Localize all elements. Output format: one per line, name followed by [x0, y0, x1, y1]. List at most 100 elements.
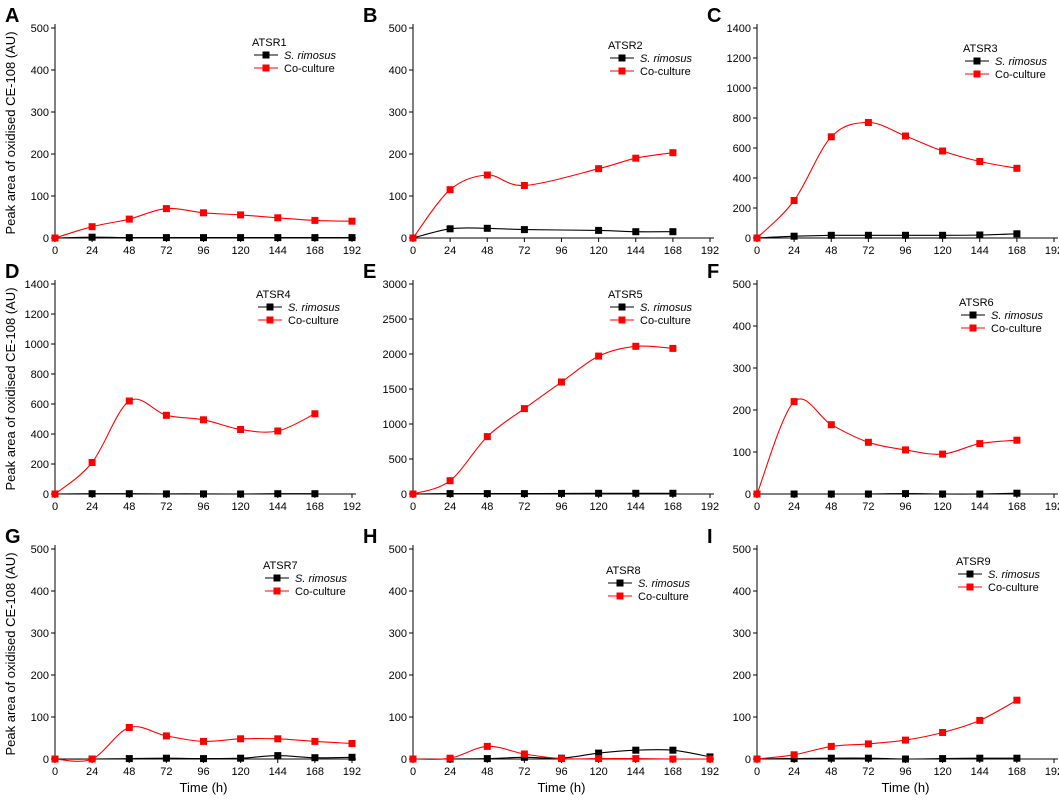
y-axis-title: Peak area of oxidised CE-108 (AU): [3, 552, 18, 755]
data-point-s-rimosus: [446, 225, 454, 233]
y-tick-label: 3000: [383, 279, 407, 291]
y-tick-label: 2500: [383, 314, 407, 326]
x-tick-label: 0: [754, 501, 760, 513]
x-tick-label: 48: [825, 501, 837, 513]
x-tick-label: 192: [343, 501, 361, 513]
panel-letter: I: [707, 526, 713, 548]
x-tick-label: 96: [899, 766, 911, 778]
y-tick-label: 500: [733, 279, 751, 291]
x-tick-label: 144: [269, 766, 287, 778]
legend-marker: [969, 311, 977, 319]
data-point-co-culture: [51, 234, 59, 242]
data-point-co-culture: [1013, 696, 1021, 704]
chart-panel-d: D 0 200 400 600 800 1000 1200 1400 0 24 48 72 96 120 14…: [5, 261, 361, 513]
x-tick-label: 0: [410, 245, 416, 257]
x-tick-label: 0: [410, 501, 416, 513]
data-point-s-rimosus: [976, 490, 984, 498]
y-tick-label: 100: [733, 712, 751, 724]
data-point-co-culture: [827, 742, 835, 750]
x-tick-label: 72: [862, 766, 874, 778]
data-point-co-culture: [1013, 436, 1021, 444]
data-point-co-culture: [753, 755, 761, 763]
data-point-co-culture: [595, 165, 603, 173]
series-line-co-culture: [412, 152, 673, 239]
x-tick-label: 48: [123, 766, 135, 778]
data-point-co-culture: [409, 234, 417, 242]
x-tick-label: 168: [664, 501, 682, 513]
legend-entry-s-rimosus: S. rimosus: [265, 573, 347, 585]
legend-title: ATSR8: [606, 565, 641, 577]
data-point-s-rimosus: [125, 234, 133, 242]
y-tick-label: 600: [31, 399, 49, 411]
legend-title: ATSR2: [608, 40, 643, 52]
data-point-s-rimosus: [200, 490, 207, 498]
data-point-s-rimosus: [162, 234, 170, 242]
x-tick-label: 72: [160, 501, 172, 513]
x-tick-label: 48: [825, 766, 837, 778]
data-point-co-culture: [348, 217, 356, 225]
data-point-s-rimosus: [311, 234, 319, 242]
y-tick-label: 600: [733, 143, 751, 155]
series-line-co-culture: [756, 699, 1018, 760]
data-point-co-culture: [1013, 164, 1021, 172]
y-tick-label: 200: [31, 149, 49, 161]
y-tick-label: 0: [43, 754, 49, 766]
y-tick-label: 200: [389, 670, 407, 682]
data-point-co-culture: [753, 490, 761, 498]
x-tick-label: 24: [788, 501, 800, 513]
x-tick-label: 120: [589, 766, 607, 778]
data-point-s-rimosus: [348, 753, 356, 761]
x-tick-label: 120: [933, 245, 951, 257]
y-tick-label: 400: [733, 586, 751, 598]
data-point-co-culture: [558, 378, 565, 386]
legend-label: Co-culture: [640, 315, 691, 327]
y-tick-label: 0: [43, 489, 49, 501]
x-axis-title: Time (h): [538, 780, 586, 795]
x-tick-label: 24: [86, 245, 98, 257]
data-point-co-culture: [902, 736, 909, 744]
data-point-s-rimosus: [669, 228, 677, 236]
y-tick-label: 300: [389, 628, 407, 640]
data-point-s-rimosus: [125, 755, 133, 763]
y-tick-label: 500: [31, 544, 49, 556]
series-line-co-culture: [54, 398, 316, 495]
series-line-co-culture: [756, 121, 1018, 239]
data-point-co-culture: [483, 433, 491, 441]
y-tick-label: 500: [733, 544, 751, 556]
legend-entry-co-culture: Co-culture: [961, 323, 1042, 335]
data-point-s-rimosus: [237, 234, 245, 242]
chart-panel-c: C 0 200 400 600 800 1000 1200 1400 0 24 48 72 96 120 14…: [707, 5, 1059, 257]
legend-marker: [973, 57, 981, 65]
x-tick-label: 144: [971, 501, 989, 513]
data-point-co-culture: [162, 411, 170, 419]
y-tick-label: 400: [389, 586, 407, 598]
y-tick-label: 300: [389, 107, 407, 119]
legend-label: Co-culture: [995, 69, 1046, 81]
legend-entry-co-culture: Co-culture: [265, 586, 346, 598]
y-axis-title: Peak area of oxidised CE-108 (AU): [3, 31, 18, 234]
y-tick-label: 500: [389, 454, 407, 466]
y-tick-label: 1400: [25, 279, 49, 291]
data-point-s-rimosus: [595, 489, 603, 497]
legend-marker: [266, 303, 274, 311]
data-point-s-rimosus: [237, 490, 245, 498]
panel-letter: D: [5, 261, 19, 283]
legend-marker: [262, 64, 270, 72]
x-tick-label: 24: [86, 766, 98, 778]
data-point-co-culture: [939, 450, 947, 458]
legend-label: S. rimosus: [284, 50, 336, 62]
x-axis-title: Time (h): [882, 780, 930, 795]
data-point-co-culture: [237, 426, 245, 433]
data-point-s-rimosus: [864, 490, 872, 498]
chart-panel-i: I 0 100 200 300 400 500 0 24 48 72 96 120 144 168 192 AT…: [707, 526, 1059, 778]
data-point-s-rimosus: [200, 234, 207, 242]
data-point-s-rimosus: [1013, 230, 1021, 238]
data-point-s-rimosus: [939, 231, 947, 239]
x-tick-label: 192: [1045, 501, 1059, 513]
y-tick-label: 100: [389, 712, 407, 724]
data-point-co-culture: [311, 410, 319, 418]
data-point-co-culture: [237, 735, 245, 743]
data-point-co-culture: [595, 755, 603, 763]
data-point-co-culture: [409, 490, 417, 498]
data-point-co-culture: [558, 755, 565, 763]
